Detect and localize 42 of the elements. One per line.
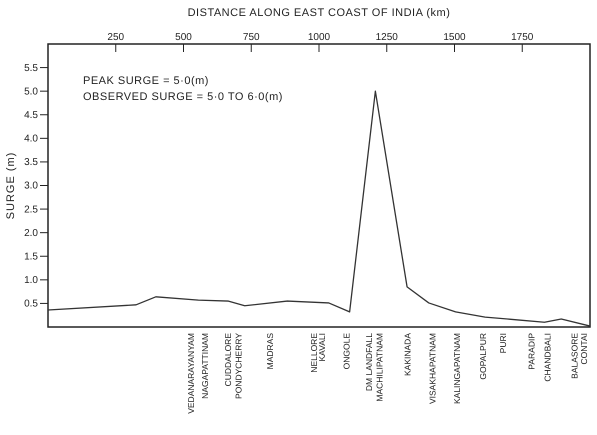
text: NAGAPATTINAM	[200, 333, 210, 399]
text: VEDANARAYANYAM	[186, 333, 196, 414]
text: ONGOLE	[342, 332, 352, 370]
y-tick-label: 2.0	[24, 228, 38, 239]
x-tick-label: 1750	[511, 32, 534, 43]
annotation: OBSERVED SURGE = 5·0 TO 6·0(m)	[83, 91, 283, 103]
y-tick-label: 1.0	[24, 275, 38, 286]
text: DM LANDFALL	[364, 332, 374, 392]
text: PURI	[498, 333, 508, 354]
text: MACHILIPATNAM	[374, 333, 384, 402]
text: KAKINADA	[402, 332, 413, 376]
x-tick-label: 1250	[376, 32, 398, 43]
text: CUDDALORE	[222, 332, 233, 386]
text: MADRAS	[265, 332, 276, 370]
y-tick-label: 3.0	[24, 180, 38, 192]
text: GOPALPUR	[478, 333, 488, 380]
x-tick-label: 1000	[308, 32, 331, 43]
text: CHANDBALI	[542, 333, 552, 382]
y-tick-label: 1.5	[24, 251, 38, 262]
x-axis-title: DISTANCE ALONG EAST COAST OF INDIA (km)	[188, 7, 450, 19]
text: VISAKHAPATNAM	[427, 333, 438, 404]
y-tick-label: 4.5	[24, 110, 38, 121]
y-tick-label: 0.5	[24, 298, 38, 310]
x-tick-label: 750	[242, 32, 260, 43]
text: NELLORE	[308, 332, 319, 373]
text: CONTAI	[579, 333, 590, 364]
text: BALASORE	[569, 332, 580, 379]
y-axis-title: SURGE (m)	[5, 152, 17, 220]
x-tick-label: 1500	[443, 32, 466, 43]
y-tick-label: 4.0	[24, 134, 38, 145]
annotation: PEAK SURGE = 5·0(m)	[83, 75, 209, 87]
y-tick-label: 5.5	[24, 62, 38, 74]
text: KALINGAPATNAM	[452, 333, 462, 404]
text: KAVALI	[316, 333, 327, 362]
text: PONDYCHERRY	[233, 332, 244, 399]
y-tick-label: 2.5	[24, 204, 38, 216]
text: PARADIP	[526, 332, 536, 370]
y-tick-label: 3.5	[24, 157, 38, 168]
line-series	[47, 90, 591, 327]
x-tick-label: 500	[175, 32, 192, 43]
y-tick-label: 5.0	[24, 86, 38, 98]
x-tick-label: 250	[107, 32, 125, 43]
